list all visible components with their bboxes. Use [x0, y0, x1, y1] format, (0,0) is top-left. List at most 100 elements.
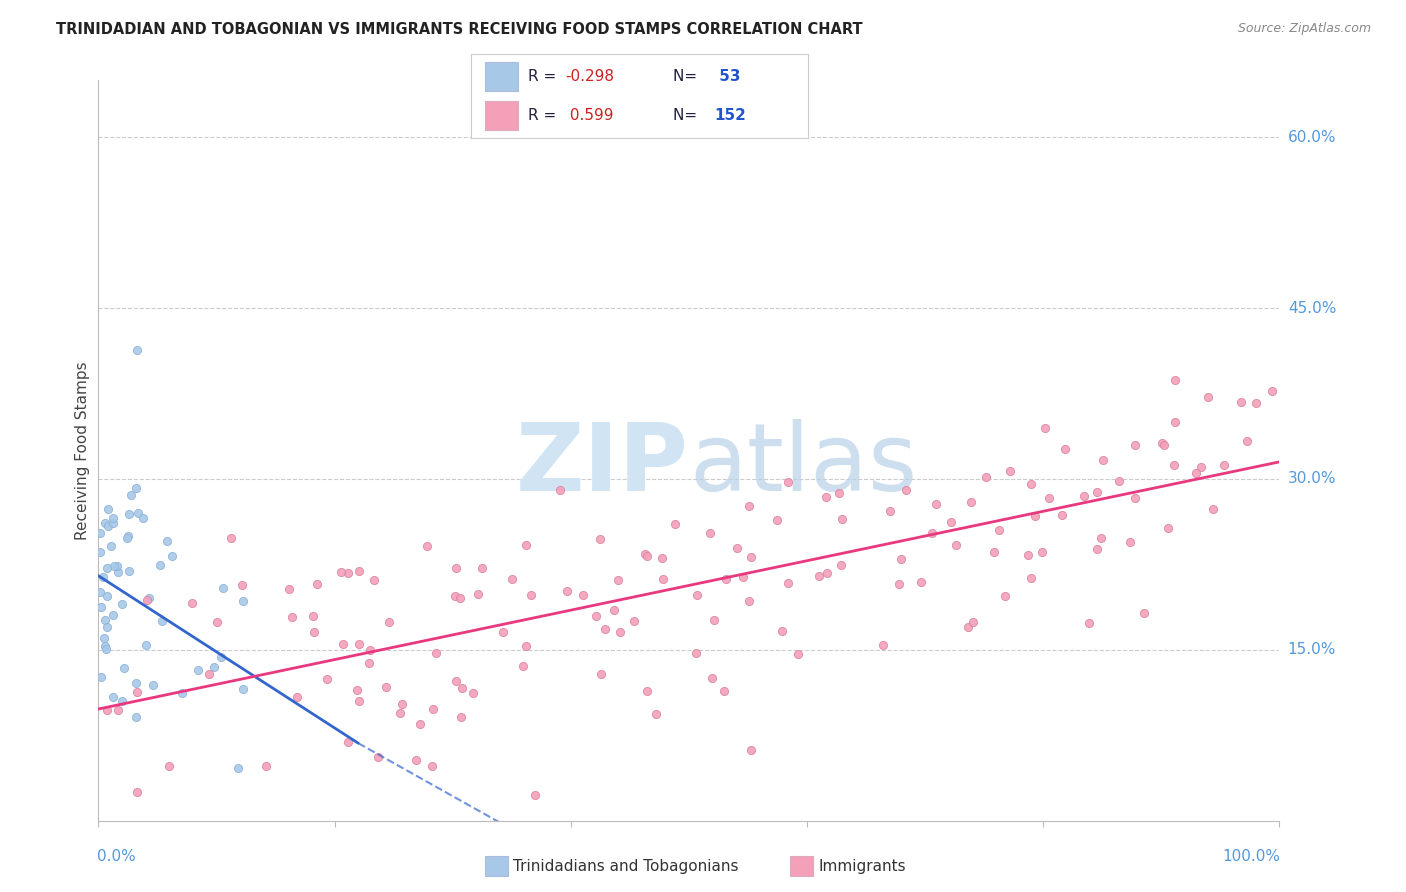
Point	[97, 502, 120, 516]
Point	[416, 539, 439, 553]
Point	[492, 625, 515, 640]
Point	[132, 511, 155, 525]
Point	[609, 625, 631, 640]
Point	[1164, 415, 1187, 429]
Point	[808, 569, 831, 583]
Point	[170, 686, 193, 700]
Point	[1230, 395, 1253, 409]
Point	[593, 623, 616, 637]
Text: 15.0%: 15.0%	[1288, 642, 1336, 657]
Point	[1019, 476, 1042, 491]
Text: R =: R =	[529, 108, 561, 123]
Point	[941, 515, 963, 529]
Point	[1119, 534, 1142, 549]
Point	[337, 566, 360, 581]
Point	[96, 703, 118, 717]
Point	[94, 641, 117, 656]
Text: R =: R =	[529, 69, 561, 84]
Point	[1150, 436, 1173, 450]
Text: ZIP: ZIP	[516, 419, 689, 511]
Point	[548, 483, 571, 497]
Point	[367, 750, 389, 764]
Point	[315, 672, 337, 686]
Point	[890, 552, 912, 566]
Point	[1236, 434, 1258, 448]
Point	[994, 589, 1017, 603]
Point	[713, 684, 735, 698]
Point	[925, 497, 948, 511]
Point	[725, 541, 748, 556]
Text: N=: N=	[673, 108, 703, 123]
Point	[97, 519, 120, 533]
Point	[450, 710, 472, 724]
Text: Trinidadians and Tobagonians: Trinidadians and Tobagonians	[513, 859, 738, 873]
Point	[606, 574, 628, 588]
Point	[111, 597, 134, 611]
Point	[738, 593, 761, 607]
Point	[302, 609, 325, 624]
Point	[644, 707, 666, 722]
Point	[737, 499, 759, 513]
Point	[254, 759, 277, 773]
Point	[623, 614, 645, 628]
Point	[332, 637, 354, 651]
Point	[118, 507, 141, 521]
Point	[90, 600, 112, 615]
Point	[776, 575, 799, 590]
Point	[409, 716, 432, 731]
Point	[420, 759, 443, 773]
Point	[512, 659, 534, 673]
Point	[974, 470, 997, 484]
Point	[117, 528, 139, 542]
Point	[1024, 508, 1046, 523]
Point	[449, 591, 471, 605]
Point	[302, 625, 325, 640]
Point	[1185, 467, 1208, 481]
Point	[444, 561, 467, 575]
Point	[766, 513, 789, 527]
Point	[124, 481, 146, 495]
Point	[363, 574, 385, 588]
Point	[127, 506, 149, 520]
Point	[89, 526, 111, 541]
Point	[388, 706, 411, 720]
Point	[93, 631, 115, 645]
Point	[634, 547, 657, 561]
Point	[957, 620, 980, 634]
Point	[1092, 453, 1115, 467]
Point	[959, 495, 981, 509]
Point	[1031, 545, 1053, 559]
Point	[125, 676, 148, 690]
Text: Immigrants: Immigrants	[818, 859, 905, 873]
Point	[347, 694, 370, 708]
Point	[89, 545, 111, 559]
Point	[685, 646, 707, 660]
Point	[105, 558, 128, 573]
Point	[96, 589, 118, 603]
Point	[776, 475, 799, 489]
Point	[281, 609, 304, 624]
Point	[101, 608, 124, 623]
Bar	[485, 62, 519, 91]
Point	[589, 666, 612, 681]
Text: Source: ZipAtlas.com: Source: ZipAtlas.com	[1237, 22, 1371, 36]
Point	[103, 559, 125, 574]
Text: 100.0%: 100.0%	[1223, 849, 1281, 863]
Bar	[485, 101, 519, 130]
Point	[330, 565, 353, 579]
Point	[1123, 438, 1146, 452]
Point	[96, 561, 118, 575]
Point	[740, 743, 762, 757]
Point	[571, 588, 593, 602]
Point	[135, 593, 157, 607]
Point	[1133, 606, 1156, 620]
Point	[770, 624, 793, 638]
Y-axis label: Receiving Food Stamps: Receiving Food Stamps	[75, 361, 90, 540]
Point	[91, 570, 114, 584]
Point	[651, 572, 673, 586]
Point	[830, 558, 852, 572]
Point	[515, 639, 537, 653]
Point	[664, 517, 686, 532]
Point	[150, 614, 173, 628]
Point	[998, 464, 1021, 478]
